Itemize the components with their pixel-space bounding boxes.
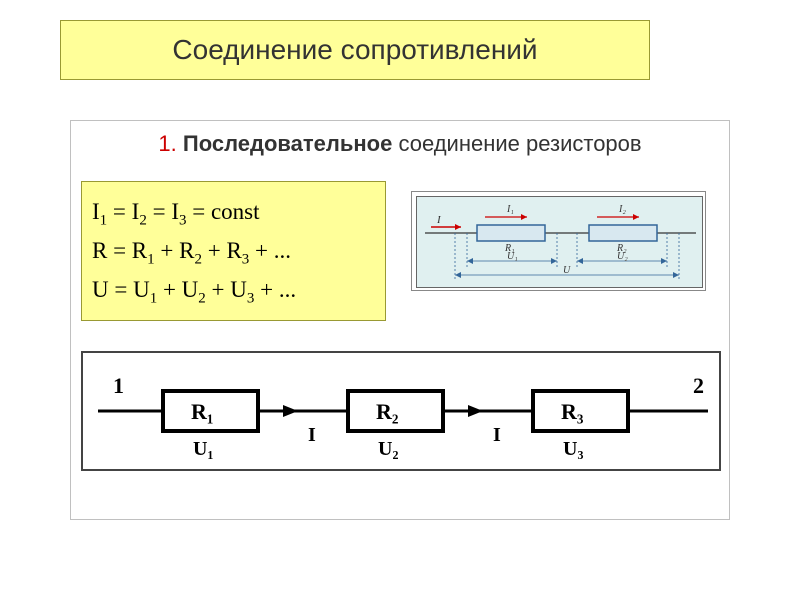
small-diagram-svg: I I₁ I₂ R₁ R₂	[417, 197, 704, 289]
small-label-I1: I₁	[506, 204, 514, 215]
small-label-I: I	[436, 214, 442, 226]
big-label-U3: U₃	[563, 438, 583, 460]
big-label-R1: R₁	[191, 399, 213, 424]
page-title: Соединение сопротивлений	[172, 34, 537, 66]
small-label-U: U	[563, 265, 571, 276]
big-label-I-2: I	[493, 424, 501, 446]
small-label-U1: U₁	[507, 251, 518, 262]
big-label-n2: 2	[693, 373, 704, 398]
subtitle-rest: соединение резисторов	[392, 131, 641, 156]
formula-line-3: U = U1 + U2 + U3 + ...	[92, 272, 375, 311]
formula-line-1: I1 = I2 = I3 = const	[92, 194, 375, 233]
main-panel: 1. Последовательное соединение резисторо…	[70, 120, 730, 520]
formula-box: I1 = I2 = I3 = const R = R1 + R2 + R3 + …	[81, 181, 386, 321]
big-label-U2: U₂	[378, 438, 398, 460]
big-label-U1: U₁	[193, 438, 213, 460]
big-label-I-1: I	[308, 424, 316, 446]
small-diagram: I I₁ I₂ R₁ R₂	[416, 196, 703, 288]
small-diagram-container: I I₁ I₂ R₁ R₂	[411, 191, 706, 291]
big-label-R2: R₂	[376, 399, 399, 424]
small-resistor-1	[477, 225, 545, 241]
subtitle-bold: Последовательное	[183, 131, 392, 156]
big-circuit: 1 2 R₁ U₁ I R₂ U₂ I R₃ U₃	[81, 351, 721, 471]
big-label-n1: 1	[113, 373, 124, 398]
formula-line-2: R = R1 + R2 + R3 + ...	[92, 233, 375, 272]
title-box: Соединение сопротивлений	[60, 20, 650, 80]
small-resistor-2	[589, 225, 657, 241]
subtitle: 1. Последовательное соединение резисторо…	[71, 121, 729, 157]
big-label-R3: R₃	[561, 399, 584, 424]
big-circuit-svg: 1 2 R₁ U₁ I R₂ U₂ I R₃ U₃	[83, 353, 723, 473]
small-label-U2: U₂	[617, 251, 628, 262]
subtitle-num: 1.	[158, 131, 176, 156]
small-label-I2: I₂	[618, 204, 626, 215]
